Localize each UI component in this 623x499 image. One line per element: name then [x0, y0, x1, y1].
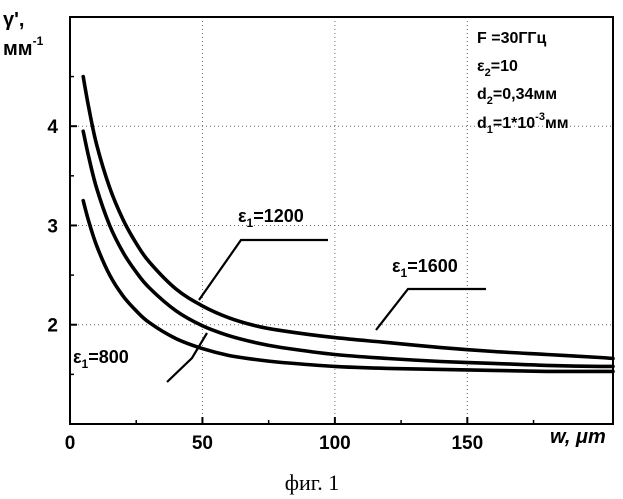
param-d2-sub: 2	[487, 95, 493, 107]
param-epsilon2-base: ε	[477, 58, 485, 75]
figure-caption: фиг. 1	[285, 470, 340, 495]
x-tick-label: 150	[451, 433, 483, 454]
param-epsilon2: ε2=10	[477, 58, 518, 79]
curve-label-1200-sub: 1	[247, 216, 254, 230]
param-d1-unit: мм	[545, 115, 569, 132]
param-d1-sub: 1	[487, 124, 493, 136]
x-tick-label: 50	[192, 433, 213, 454]
param-d2-value: =0,34мм	[493, 86, 557, 103]
curve-label-800-base: ε	[73, 347, 82, 367]
y-axis-label: γ',	[3, 9, 24, 31]
y-tick-label: 2	[47, 316, 58, 337]
leader-800	[166, 332, 208, 383]
curve-label-1200-value: =1200	[253, 206, 304, 226]
leader-1600	[375, 287, 486, 331]
leader-layer	[166, 238, 486, 383]
curve-label-800-value: =800	[88, 347, 129, 367]
y-axis-unit-text: мм	[3, 38, 33, 60]
curve-label-1200-base: ε	[238, 206, 247, 226]
curve-label-1600: ε1=1600	[392, 256, 458, 280]
y-axis-unit: мм-1	[3, 34, 44, 60]
curve-label-1600-sub: 1	[401, 266, 408, 280]
curve-layer	[81, 74, 615, 374]
tick-layer: 0 50 100 150 2 3 4	[47, 75, 535, 454]
y-tick-label: 3	[47, 216, 58, 237]
curve-label-1600-value: =1600	[407, 256, 458, 276]
curve-label-800-sub: 1	[82, 357, 89, 371]
curve-eps1-800	[81, 198, 615, 374]
parameter-block: F =30ГГц ε2=10 d2=0,34мм d1=1*10-3мм	[477, 30, 569, 136]
curve-label-1600-base: ε	[392, 256, 401, 276]
param-epsilon2-sub: 2	[485, 67, 491, 79]
curve-eps1-1200	[81, 129, 615, 369]
curve-eps1-1600	[81, 74, 615, 361]
x-tick-label: 100	[319, 433, 351, 454]
param-d1: d1=1*10-3мм	[477, 111, 569, 136]
curve-label-800: ε1=800	[73, 347, 129, 371]
grid-layer	[70, 17, 613, 424]
plot-frame	[69, 16, 614, 425]
param-d2-base: d	[477, 86, 487, 103]
param-epsilon2-value: =10	[491, 58, 518, 75]
param-d1-base: d	[477, 115, 487, 132]
param-d2: d2=0,34мм	[477, 86, 557, 107]
x-axis-label: w, μm	[550, 426, 606, 448]
param-frequency: F =30ГГц	[477, 30, 547, 47]
param-d1-value: =1*10	[493, 115, 535, 132]
y-tick-label: 4	[47, 117, 58, 138]
leader-1200	[198, 238, 328, 301]
curve-label-1200: ε1=1200	[238, 206, 304, 230]
x-tick-label: 0	[65, 433, 76, 454]
param-d1-exp: -3	[535, 111, 545, 123]
y-axis-unit-exponent: -1	[33, 34, 44, 48]
